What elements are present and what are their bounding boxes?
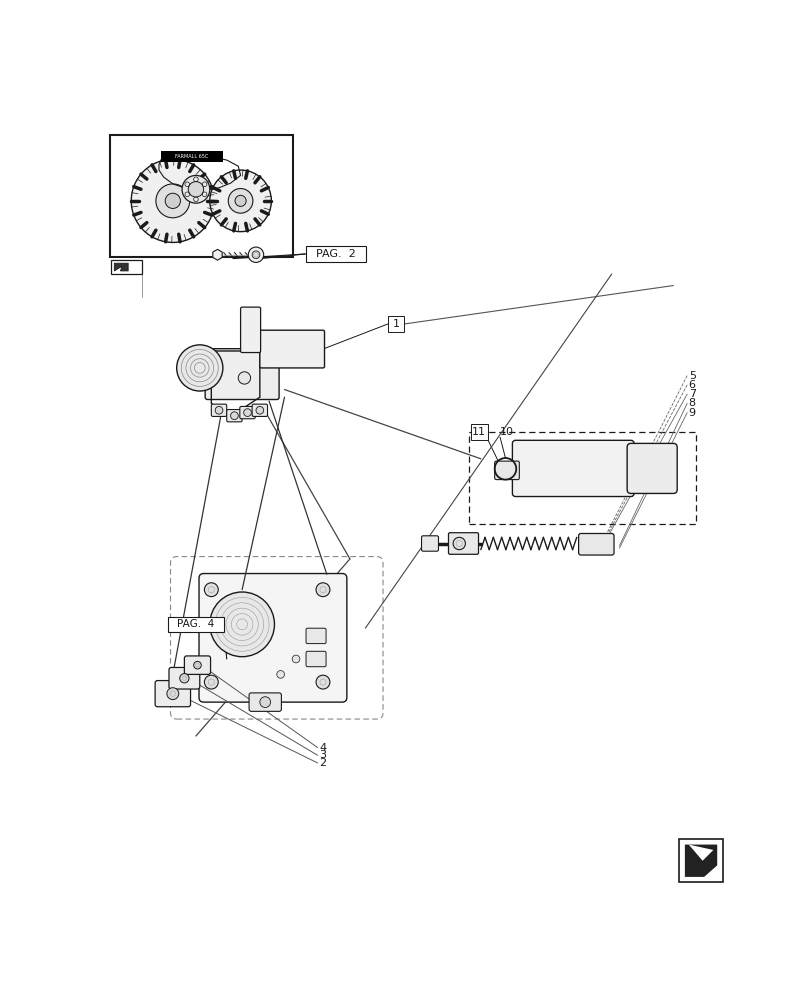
Circle shape — [165, 193, 180, 208]
Text: 9: 9 — [688, 408, 695, 418]
FancyBboxPatch shape — [240, 307, 260, 353]
Bar — [470, 424, 487, 440]
Bar — [168, 617, 223, 632]
Circle shape — [292, 655, 299, 663]
FancyBboxPatch shape — [184, 656, 210, 674]
Circle shape — [131, 159, 214, 242]
FancyBboxPatch shape — [226, 410, 242, 422]
Circle shape — [255, 406, 264, 414]
FancyBboxPatch shape — [448, 533, 478, 554]
Text: PAG.  2: PAG. 2 — [315, 249, 355, 259]
Circle shape — [177, 345, 222, 391]
Text: 1: 1 — [393, 319, 399, 329]
Circle shape — [260, 697, 270, 708]
Circle shape — [234, 195, 246, 206]
Circle shape — [228, 189, 252, 213]
Text: FARMALL 65C: FARMALL 65C — [175, 154, 208, 159]
Text: 2: 2 — [319, 758, 326, 768]
Circle shape — [193, 661, 201, 669]
Text: 6: 6 — [688, 380, 695, 390]
Circle shape — [188, 182, 204, 197]
FancyBboxPatch shape — [211, 404, 226, 416]
Text: 3: 3 — [319, 750, 326, 760]
Circle shape — [179, 674, 189, 683]
Circle shape — [453, 537, 465, 550]
Bar — [388, 316, 403, 332]
FancyBboxPatch shape — [306, 628, 326, 644]
Text: 4: 4 — [319, 743, 326, 753]
Circle shape — [230, 412, 238, 420]
Polygon shape — [114, 263, 128, 271]
FancyBboxPatch shape — [205, 349, 279, 400]
Bar — [679, 839, 722, 882]
FancyBboxPatch shape — [199, 574, 346, 702]
Text: 10: 10 — [500, 427, 513, 437]
Circle shape — [252, 251, 260, 259]
FancyBboxPatch shape — [155, 681, 191, 707]
Circle shape — [167, 688, 178, 700]
Bar — [161, 151, 222, 162]
Text: 7: 7 — [688, 389, 695, 399]
Bar — [469, 432, 696, 524]
Circle shape — [243, 409, 251, 416]
Polygon shape — [684, 845, 716, 877]
Circle shape — [215, 406, 222, 414]
Circle shape — [315, 675, 329, 689]
Circle shape — [238, 372, 251, 384]
FancyBboxPatch shape — [421, 536, 438, 551]
FancyBboxPatch shape — [626, 443, 676, 493]
FancyBboxPatch shape — [252, 404, 267, 416]
Circle shape — [248, 247, 264, 262]
FancyBboxPatch shape — [169, 667, 200, 689]
Bar — [111, 260, 142, 274]
Bar — [109, 135, 293, 257]
Circle shape — [204, 675, 218, 689]
Circle shape — [182, 175, 209, 203]
Circle shape — [204, 583, 218, 597]
Circle shape — [156, 184, 190, 218]
FancyBboxPatch shape — [494, 461, 519, 480]
Text: 11: 11 — [472, 427, 486, 437]
Bar — [306, 246, 366, 262]
Text: 5: 5 — [688, 371, 695, 381]
Circle shape — [315, 583, 329, 597]
FancyBboxPatch shape — [239, 406, 255, 419]
Circle shape — [209, 592, 274, 657]
Text: PAG.  4: PAG. 4 — [177, 619, 214, 629]
FancyBboxPatch shape — [578, 533, 613, 555]
FancyBboxPatch shape — [306, 651, 326, 667]
FancyBboxPatch shape — [512, 440, 633, 497]
FancyBboxPatch shape — [260, 330, 324, 368]
Polygon shape — [688, 845, 713, 861]
FancyBboxPatch shape — [249, 693, 281, 711]
Text: 8: 8 — [688, 398, 695, 408]
Circle shape — [209, 170, 271, 232]
Circle shape — [277, 671, 284, 678]
Polygon shape — [212, 249, 222, 260]
